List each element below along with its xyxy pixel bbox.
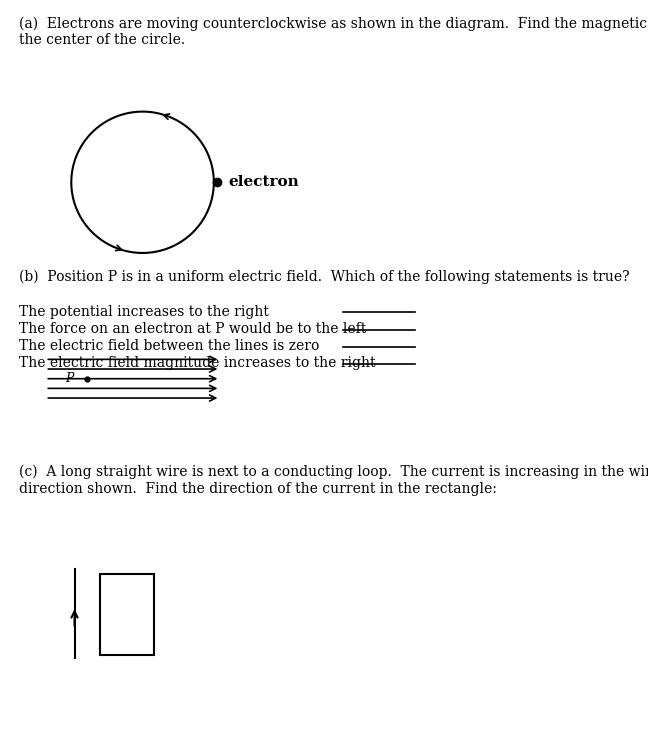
Text: P: P — [65, 372, 73, 385]
Text: The electric field magnitude increases to the right: The electric field magnitude increases t… — [19, 356, 376, 371]
Text: The potential increases to the right: The potential increases to the right — [19, 305, 270, 319]
Text: (a)  Electrons are moving counterclockwise as shown in the diagram.  Find the ma: (a) Electrons are moving counterclockwis… — [19, 16, 648, 47]
Bar — [100, 574, 154, 655]
Text: (c)  A long straight wire is next to a conducting loop.  The current is increasi: (c) A long straight wire is next to a co… — [19, 465, 648, 496]
Text: The force on an electron at P would be to the left: The force on an electron at P would be t… — [19, 322, 367, 336]
Text: The electric field between the lines is zero: The electric field between the lines is … — [19, 339, 320, 353]
Text: (b)  Position P is in a uniform electric field.  Which of the following statemen: (b) Position P is in a uniform electric … — [19, 269, 630, 283]
Text: electron: electron — [229, 176, 299, 189]
